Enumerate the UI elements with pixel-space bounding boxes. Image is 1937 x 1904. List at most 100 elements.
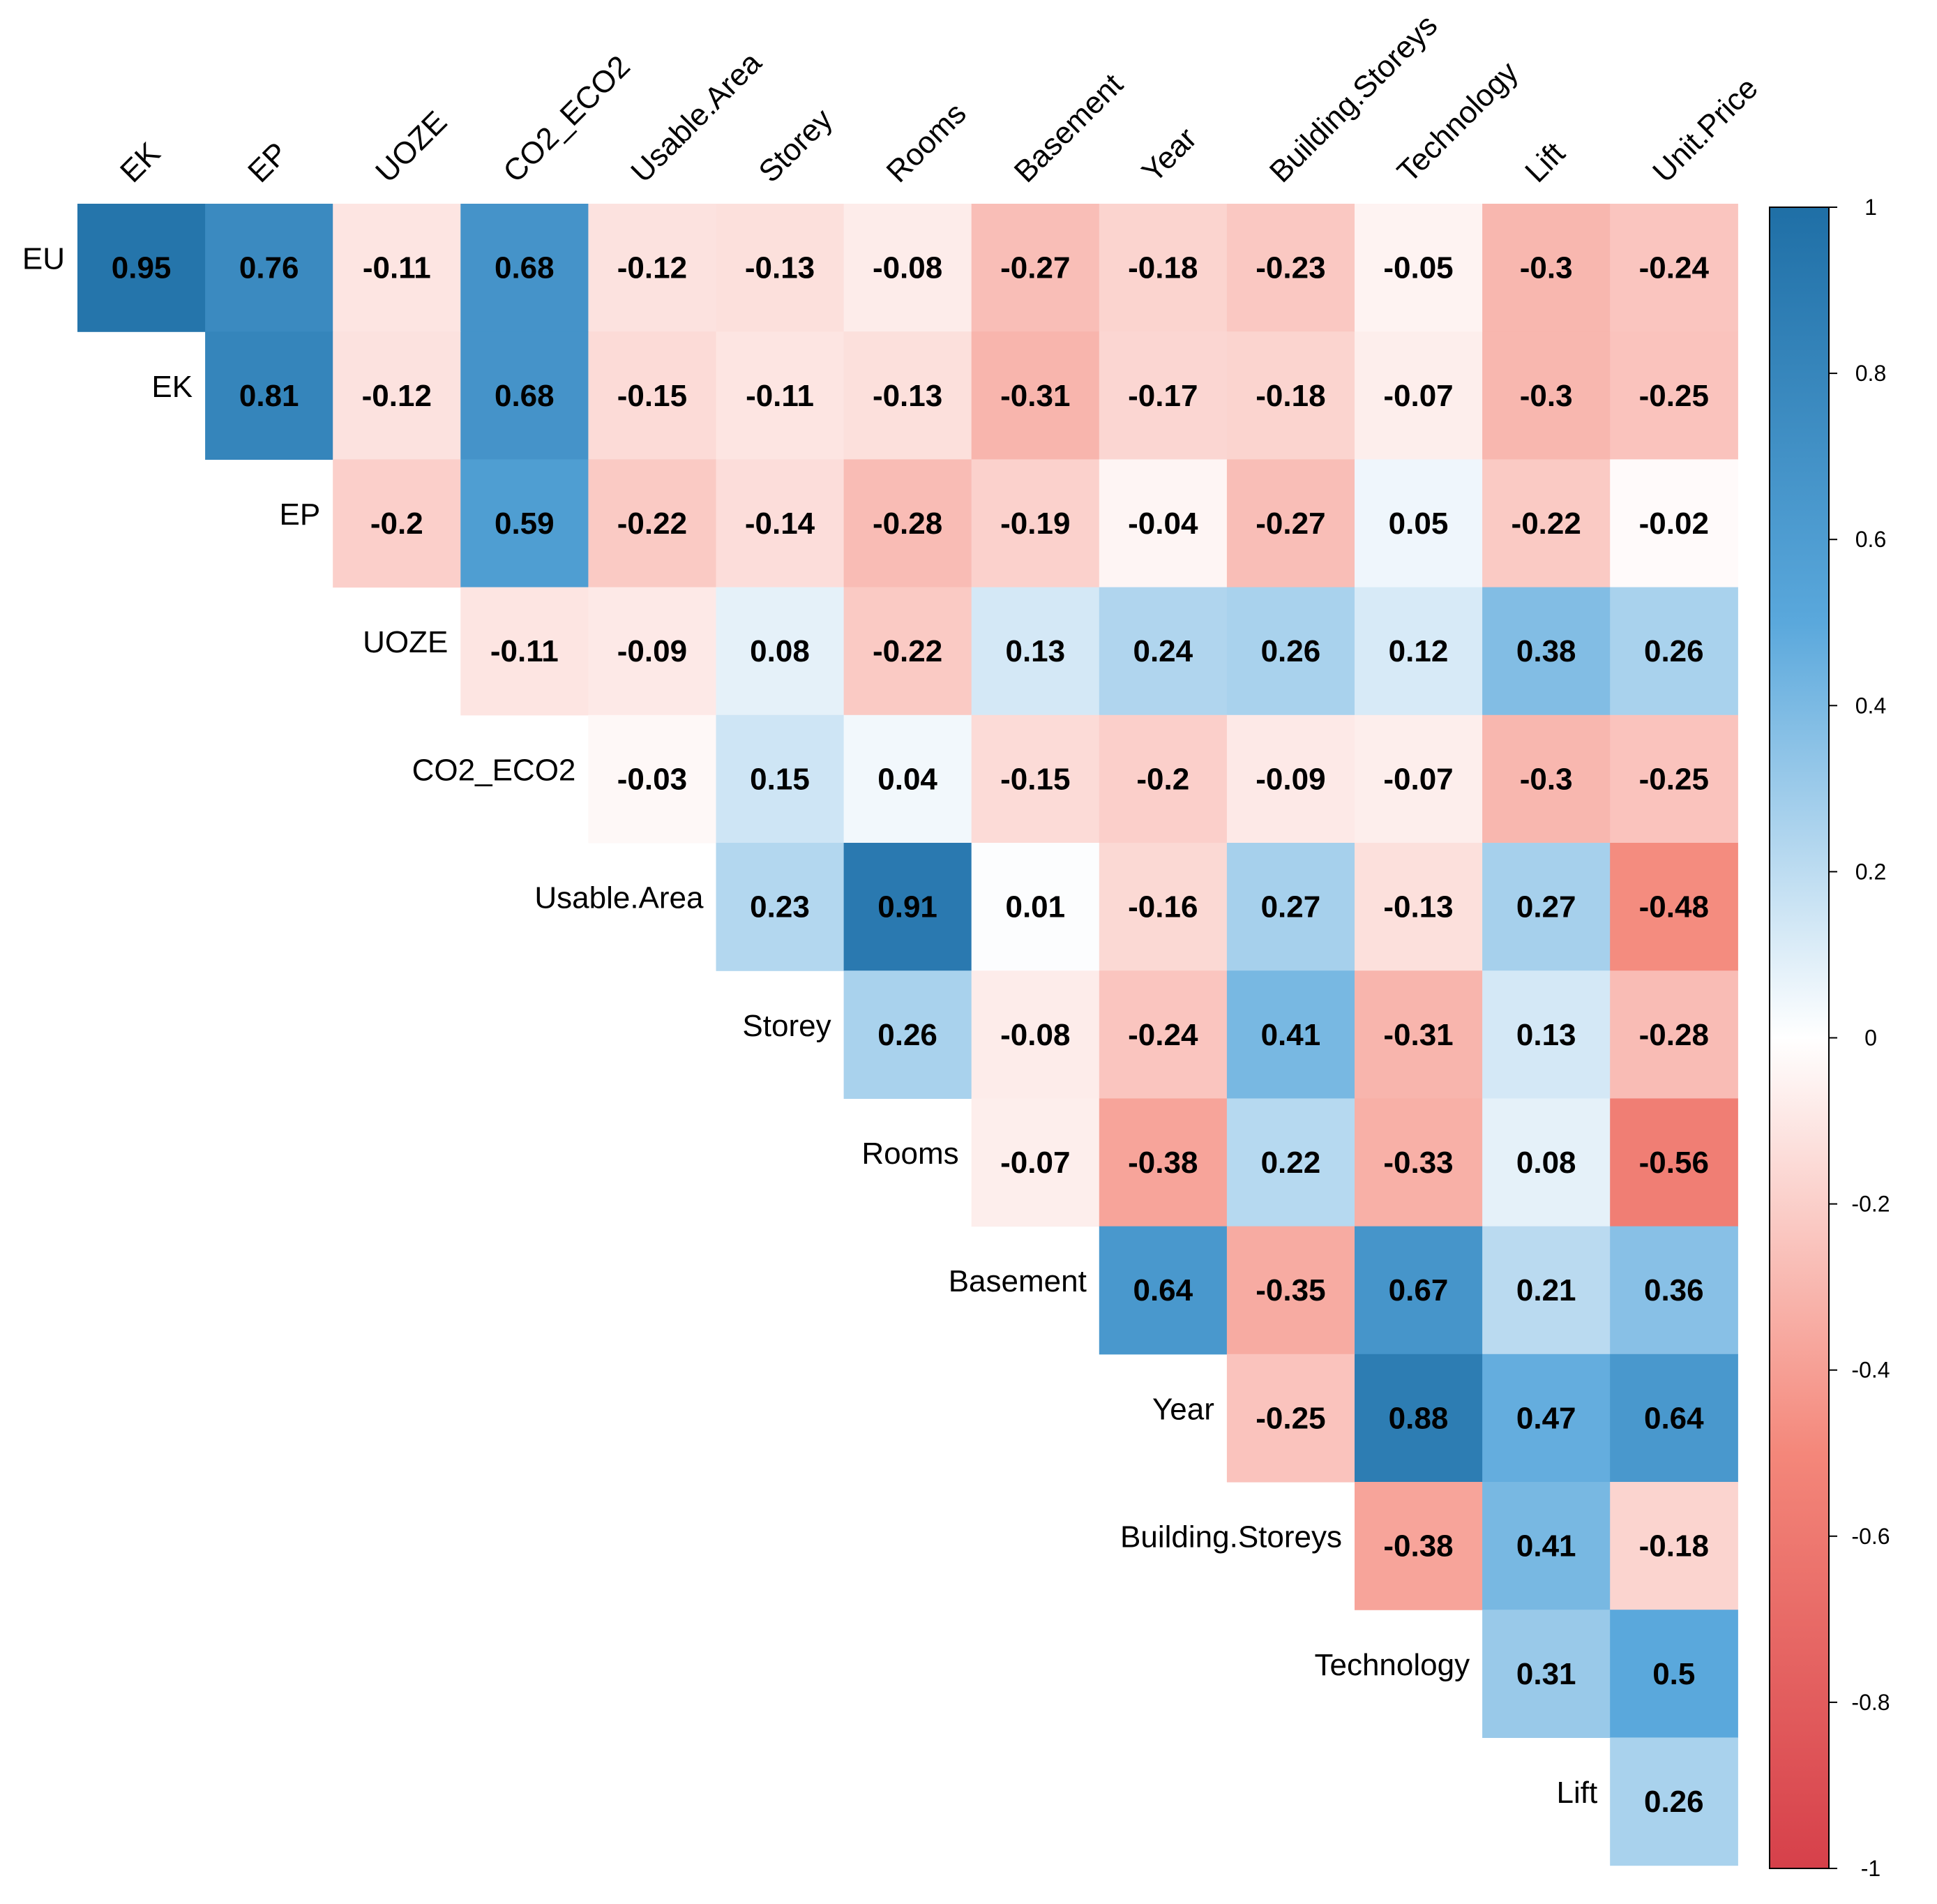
heatmap-cell-year-lift <box>1482 1354 1611 1483</box>
cell-value-ep-year: -0.04 <box>1128 507 1198 541</box>
heatmap-cell-co2-eco2-rooms <box>843 714 972 844</box>
heatmap-cell-uoze-lift <box>1482 587 1611 716</box>
cell-value-ep-unit-price: -0.02 <box>1639 507 1709 541</box>
cell-value-rooms-basement: -0.07 <box>1000 1146 1070 1180</box>
cell-value-ek-storey: -0.11 <box>746 379 814 413</box>
heatmap-cell-ek-rooms <box>843 331 972 460</box>
heatmap-cell-storey-unit-price <box>1610 970 1738 1099</box>
heatmap-cell-ek-year <box>1099 331 1228 460</box>
cell-value-co2-eco2-rooms: 0.04 <box>877 762 937 796</box>
cell-value-eu-uoze: -0.11 <box>363 251 431 285</box>
heatmap-cell-uoze-technology <box>1355 587 1483 716</box>
heatmap-cell-rooms-year <box>1099 1098 1228 1227</box>
heatmap-cell-ep-unit-price <box>1610 459 1738 588</box>
heatmap-cell-uoze-basement <box>971 587 1100 716</box>
cell-value-co2-eco2-lift: -0.3 <box>1520 762 1573 796</box>
heatmap-cell-eu-rooms <box>843 204 972 332</box>
cell-value-storey-unit-price: -0.28 <box>1639 1018 1709 1052</box>
heatmap-cell-building-storeys-unit-price <box>1610 1482 1738 1610</box>
cell-value-usable-area-lift: 0.27 <box>1516 890 1576 924</box>
cell-value-uoze-co2-eco2: -0.11 <box>490 634 559 668</box>
row-label-basement: Basement <box>949 1264 1087 1298</box>
cell-value-storey-year: -0.24 <box>1128 1018 1198 1052</box>
heatmap-cell-uoze-year <box>1099 587 1228 716</box>
heatmap-cell-co2-eco2-storey <box>716 714 845 844</box>
heatmap-cell-usable-area-basement <box>971 843 1100 971</box>
cell-value-eu-basement: -0.27 <box>1000 251 1070 285</box>
cell-value-rooms-lift: 0.08 <box>1516 1146 1576 1180</box>
column-label-usable-area: Usable.Area <box>624 45 768 189</box>
heatmap-cell-usable-area-year <box>1099 843 1228 971</box>
row-label-ep: EP <box>279 497 320 532</box>
legend-tick-label: -0.2 <box>1851 1192 1890 1217</box>
cell-value-rooms-building-storeys: 0.22 <box>1261 1146 1321 1180</box>
column-label-co2-eco2: CO2_ECO2 <box>497 49 637 189</box>
cell-value-ep-storey: -0.14 <box>745 507 815 541</box>
cell-value-eu-year: -0.18 <box>1128 251 1198 285</box>
heatmap-cell-co2-eco2-year <box>1099 714 1228 844</box>
heatmap-cell-year-building-storeys <box>1226 1354 1355 1483</box>
heatmap-cell-ep-lift <box>1482 459 1611 588</box>
legend-tick-label: -0.6 <box>1851 1524 1890 1549</box>
column-label-uoze: UOZE <box>369 105 453 189</box>
heatmap-cell-eu-lift <box>1482 204 1611 332</box>
heatmap-cell-storey-building-storeys <box>1226 970 1355 1099</box>
cell-value-usable-area-rooms: 0.91 <box>877 890 937 924</box>
legend-tick-label: 1 <box>1864 195 1877 220</box>
cell-value-eu-usable-area: -0.12 <box>617 251 687 285</box>
heatmap-cell-ep-basement <box>971 459 1100 588</box>
color-legend: 1 0.8 0.6 0.4 0.2 0 -0.2 -0.4 -0.6 -0.8 -1 <box>1769 195 1890 1881</box>
cell-value-ek-technology: -0.07 <box>1383 379 1453 413</box>
heatmap-cell-ek-usable-area <box>588 331 717 460</box>
row-labels: EU EK EP UOZE CO2_ECO2 Usable.Area Storey Rooms… <box>22 242 1597 1810</box>
cell-value-ep-lift: -0.22 <box>1512 507 1581 541</box>
heatmap-cell-storey-basement <box>971 970 1100 1099</box>
cell-value-usable-area-building-storeys: 0.27 <box>1261 890 1321 924</box>
cell-value-usable-area-year: -0.16 <box>1128 890 1198 924</box>
cell-value-eu-rooms: -0.08 <box>873 251 942 285</box>
cell-value-uoze-building-storeys: 0.26 <box>1261 634 1321 668</box>
cell-value-ek-unit-price: -0.25 <box>1639 379 1709 413</box>
cell-value-ep-rooms: -0.28 <box>873 507 942 541</box>
heatmap-cell-ep-technology <box>1355 459 1483 588</box>
column-label-rooms: Rooms <box>880 96 973 189</box>
heatmap-cell-storey-year <box>1099 970 1228 1099</box>
cell-value-storey-basement: -0.08 <box>1000 1018 1070 1052</box>
heatmap-cell-storey-technology <box>1355 970 1483 1099</box>
heatmap-cell-building-storeys-lift <box>1482 1482 1611 1610</box>
cell-value-technology-lift: 0.31 <box>1516 1657 1576 1691</box>
heatmap-cell-eu-co2-eco2 <box>460 204 589 332</box>
cell-value-rooms-technology: -0.33 <box>1383 1146 1453 1180</box>
heatmap-cell-uoze-usable-area <box>588 587 717 716</box>
cell-value-ep-usable-area: -0.22 <box>617 507 687 541</box>
heatmap-cell-usable-area-rooms <box>843 843 972 971</box>
legend-tick-label: 0.4 <box>1855 693 1886 718</box>
cell-value-eu-co2-eco2: 0.68 <box>495 251 555 285</box>
heatmap-cell-co2-eco2-basement <box>971 714 1100 844</box>
column-label-lift: Lift <box>1518 136 1572 189</box>
row-label-building-storeys: Building.Storeys <box>1120 1520 1342 1554</box>
cell-value-rooms-unit-price: -0.56 <box>1639 1146 1709 1180</box>
row-label-lift: Lift <box>1556 1776 1597 1810</box>
heatmap-cell-co2-eco2-unit-price <box>1610 714 1738 844</box>
cell-value-ek-co2-eco2: 0.68 <box>495 379 555 413</box>
heatmap-cell-technology-lift <box>1482 1610 1611 1738</box>
heatmap-cell-ek-basement <box>971 331 1100 460</box>
heatmap-cell-ek-ep <box>205 331 333 460</box>
heatmap-cell-eu-technology <box>1355 204 1483 332</box>
cell-value-ep-uoze: -0.2 <box>370 507 423 541</box>
cell-value-ek-basement: -0.31 <box>1000 379 1070 413</box>
column-label-year: Year <box>1136 121 1204 190</box>
heatmap-cell-eu-building-storeys <box>1226 204 1355 332</box>
cell-value-basement-unit-price: 0.36 <box>1644 1273 1704 1307</box>
legend-tick-label: 0.2 <box>1855 859 1886 884</box>
cell-value-building-storeys-unit-price: -0.18 <box>1639 1529 1709 1564</box>
cell-value-ek-year: -0.17 <box>1128 379 1198 413</box>
cell-value-eu-ep: 0.76 <box>239 251 299 285</box>
heatmap-cell-ek-storey <box>716 331 845 460</box>
cell-value-eu-lift: -0.3 <box>1520 251 1573 285</box>
cell-value-co2-eco2-storey: 0.15 <box>750 762 810 796</box>
heatmap-cell-rooms-basement <box>971 1098 1100 1227</box>
column-label-technology: Technology <box>1391 55 1525 189</box>
